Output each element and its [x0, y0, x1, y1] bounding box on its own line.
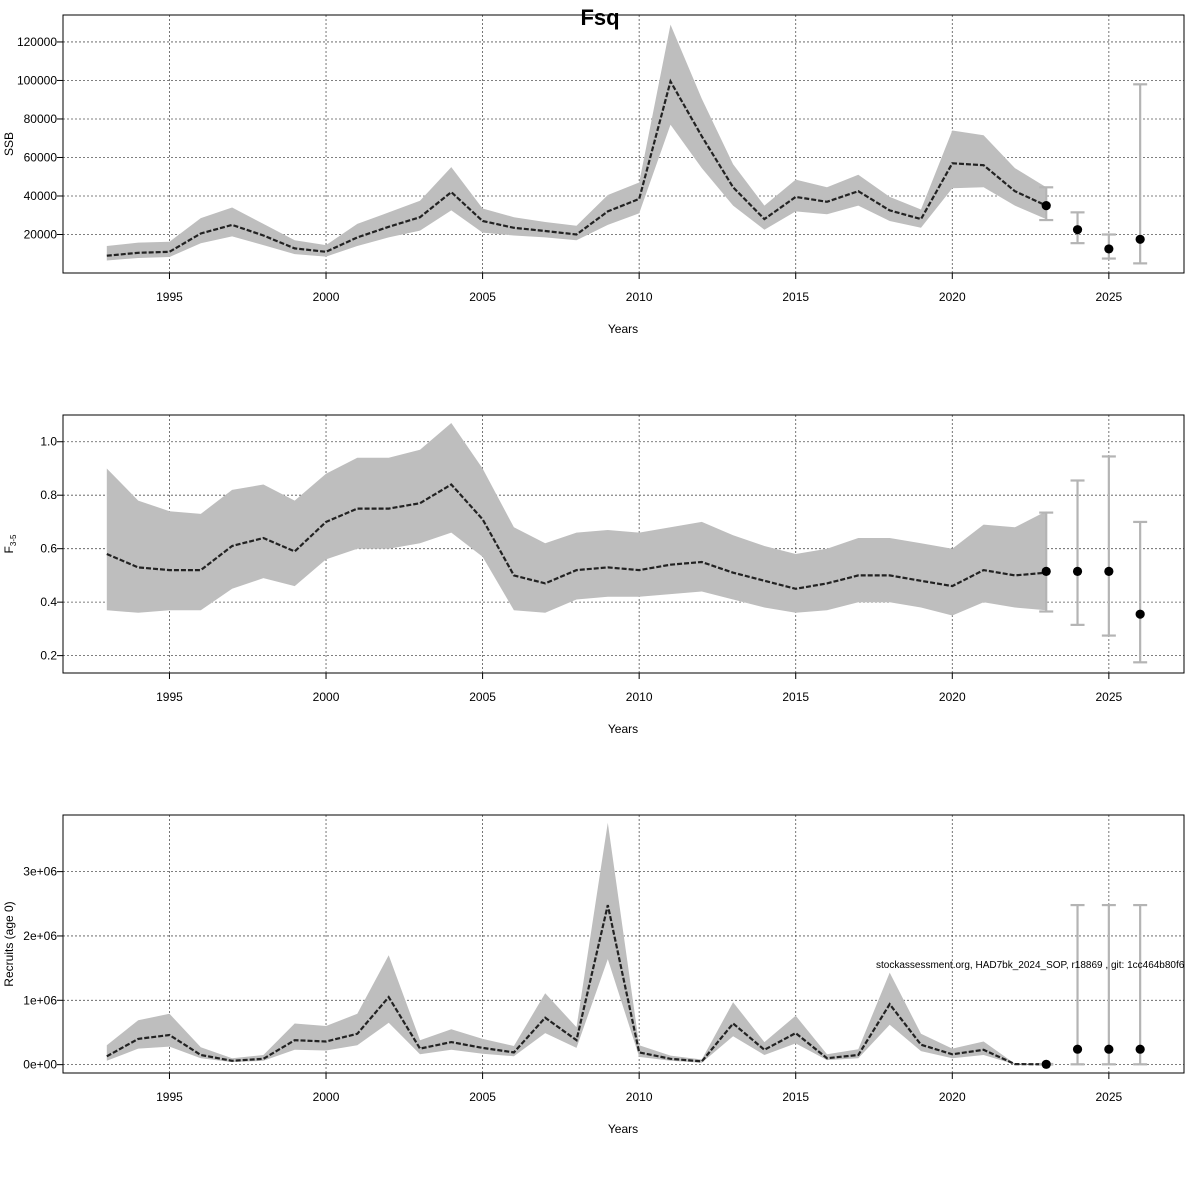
f-forecast-point-2023	[1041, 566, 1051, 577]
f-forecast-point-2026	[1135, 609, 1145, 619]
ssb-forecast-2025	[1101, 233, 1116, 260]
ssb-ytick-label-4: 100000	[17, 73, 57, 87]
f-panel: 1995 2000 2005 2010 2015 2020 2025 0.2 0.4 0.6 0.8…	[2, 414, 1185, 736]
f-forecast-2026	[1133, 520, 1148, 664]
ssb-forecast-point-2025	[1104, 244, 1114, 254]
recruits-xtick-label-2010: 2010	[626, 1090, 653, 1104]
recruits-forecast-point-2023	[1041, 1059, 1051, 1069]
f-yaxis-label: F3-5	[2, 534, 18, 553]
ssb-xtick-label-2010: 2010	[626, 290, 653, 304]
f-ytick-label-0: 0.2	[40, 649, 57, 663]
f-xaxis-label: Years	[608, 722, 638, 736]
f-forecast-point-2025	[1104, 566, 1114, 577]
f-xtick-label-2005: 2005	[469, 690, 496, 704]
recruits-forecast-2025	[1101, 903, 1116, 1066]
f-estimate-line	[106, 483, 1047, 590]
f-forecast-2024	[1070, 479, 1085, 626]
ssb-ytick-label-2: 60000	[24, 150, 58, 164]
f-ytick-label-4: 1.0	[40, 435, 57, 449]
f-xtick-label-2025: 2025	[1095, 690, 1122, 704]
ssb-xtick-label-1995: 1995	[156, 290, 183, 304]
recruits-estimate-line	[106, 904, 1047, 1066]
ssb-ytick-label-0: 20000	[24, 227, 58, 241]
recruits-ytick-label-3: 3e+06	[23, 865, 57, 879]
recruits-xtick-label-2000: 2000	[313, 1090, 340, 1104]
recruits-xaxis-label: Years	[608, 1122, 638, 1136]
f-ytick-label-3: 0.8	[40, 488, 57, 502]
ssb-ytick-label-5: 120000	[17, 35, 57, 49]
ssb-xtick-label-2025: 2025	[1095, 290, 1122, 304]
f-xtick-label-2010: 2010	[626, 690, 653, 704]
f-forecast-point-2024	[1072, 566, 1083, 577]
recruits-ytick-label-0: 0e+00	[23, 1058, 57, 1072]
recruits-xtick-label-2025: 2025	[1095, 1090, 1122, 1104]
recruits-xtick-label-2015: 2015	[782, 1090, 809, 1104]
ssb-forecast-2024	[1070, 211, 1085, 245]
recruits-yaxis-label: Recruits (age 0)	[2, 901, 16, 986]
recruits-confidence-band	[106, 822, 1047, 1065]
f-ytick-label-1: 0.4	[40, 595, 57, 609]
recruits-plot-frame	[62, 814, 1185, 1074]
recruits-panel: 1995 2000 2005 2010 2015 2020 2025 0e+00 1e+06 2e…	[2, 814, 1185, 1136]
recruits-xtick-label-2020: 2020	[939, 1090, 966, 1104]
ssb-forecast-point-2023	[1041, 201, 1051, 211]
ssb-confidence-band	[106, 24, 1047, 261]
ssb-forecast-2026	[1133, 83, 1148, 265]
ssb-panel: 1995 2000 2005 2010 2015 2020 2025 20000 40000 60…	[2, 14, 1185, 336]
recruits-forecast-2024	[1070, 903, 1085, 1066]
ssb-estimate-line	[106, 78, 1047, 257]
recruits-forecast-point-2025	[1104, 1044, 1114, 1054]
ssb-xtick-label-2000: 2000	[313, 290, 340, 304]
f-xtick-label-2000: 2000	[313, 690, 340, 704]
ssb-xtick-label-2020: 2020	[939, 290, 966, 304]
f-xtick-label-2015: 2015	[782, 690, 809, 704]
f-yaxis-label-subscript: 3-5	[9, 534, 18, 546]
recruits-xtick-label-2005: 2005	[469, 1090, 496, 1104]
recruits-forecast-2026	[1133, 903, 1148, 1066]
figure-title: Fsq	[580, 5, 619, 30]
ssb-xtick-label-2015: 2015	[782, 290, 809, 304]
recruits-forecast-point-2024	[1072, 1044, 1083, 1054]
panels: 1995 2000 2005 2010 2015 2020 2025 20000 40000 60…	[2, 14, 1185, 1136]
ssb-forecast-point-2024	[1072, 225, 1083, 235]
ssb-yaxis-label: SSB	[2, 132, 16, 156]
ssb-ytick-label-1: 40000	[24, 189, 58, 203]
recruits-forecast-point-2026	[1135, 1044, 1145, 1054]
f-plot-frame	[62, 414, 1185, 674]
f-xtick-label-1995: 1995	[156, 690, 183, 704]
ssb-forecast-point-2026	[1135, 234, 1145, 244]
ssb-ytick-label-3: 80000	[24, 112, 58, 126]
f-forecast-2025	[1101, 455, 1116, 637]
ssb-xtick-label-2005: 2005	[469, 290, 496, 304]
f-yaxis-label-main: F	[2, 546, 16, 553]
ssb-xaxis-label: Years	[608, 322, 638, 336]
ssb-forecast-2023	[1039, 186, 1054, 222]
f-confidence-band	[106, 423, 1047, 616]
f-forecast-2023	[1039, 511, 1054, 613]
f-xtick-label-2020: 2020	[939, 690, 966, 704]
recruits-ytick-label-2: 2e+06	[23, 929, 57, 943]
f-ytick-label-2: 0.6	[40, 542, 57, 556]
footnote-text: stockassessment.org, HAD7bk_2024_SOP, r1…	[876, 960, 1185, 971]
ssb-plot-frame	[62, 14, 1185, 274]
recruits-ytick-label-1: 1e+06	[23, 993, 57, 1007]
recruits-xtick-label-1995: 1995	[156, 1090, 183, 1104]
recruits-forecast-2023	[1039, 1059, 1054, 1069]
